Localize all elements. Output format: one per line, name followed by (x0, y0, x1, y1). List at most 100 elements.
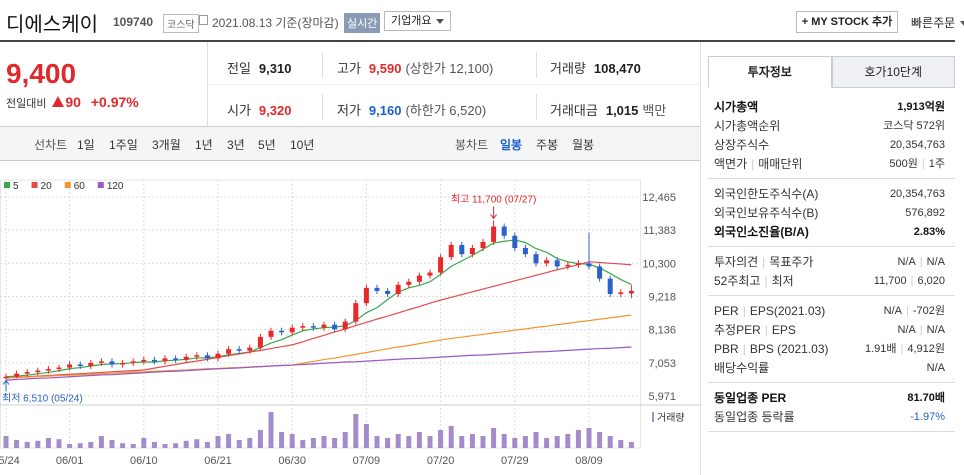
caret (960, 21, 964, 27)
volume-bar (597, 432, 603, 448)
x-tick-label: 06/30 (278, 455, 306, 467)
invest-label-text: 동일업종 PER (714, 391, 787, 405)
x-tick-label: 06/10 (130, 455, 158, 467)
summary-extra: (하한가 6,520) (405, 103, 487, 118)
volume-bar (162, 444, 168, 448)
x-tick-label: 06/01 (56, 455, 84, 467)
invest-tab[interactable]: 투자정보 (708, 56, 832, 88)
invest-value-text: 1.91배 (864, 343, 897, 355)
divider (700, 42, 701, 475)
invest-label-text: 투자의견 (714, 255, 759, 269)
volume-bar (385, 438, 391, 448)
divider (536, 94, 537, 120)
invest-tab[interactable]: 호가10단계 (831, 56, 955, 88)
invest-value: 20,354,763 (890, 136, 945, 155)
candle-body (151, 359, 157, 362)
volume-bar (88, 442, 94, 448)
summary-cell: 거래대금 1,015 백만 (550, 100, 666, 119)
separator: | (751, 157, 755, 171)
candle-body (247, 347, 253, 351)
candle-period-tab[interactable]: 주봉 (536, 138, 559, 152)
separator: | (764, 323, 768, 337)
divider (322, 52, 323, 78)
volume-bar (56, 439, 62, 448)
candle-body (353, 303, 359, 322)
period-tab[interactable]: 3개월 (152, 138, 181, 152)
candle-period-tab[interactable]: 일봉 (500, 138, 523, 152)
invest-value: 1.91배 | 4,912원 (865, 340, 945, 359)
quick-order[interactable]: 빠른주문 (911, 14, 964, 31)
invest-row: 동일업종 등락률 -1.97% (708, 408, 955, 427)
invest-value: 81.70배 (907, 389, 945, 408)
moving-average-line (5, 261, 632, 379)
y-tick-label: 7,053 (648, 358, 676, 370)
period-tab[interactable]: 5년 (258, 138, 276, 152)
candle-body (268, 330, 274, 337)
candle-body (416, 275, 422, 282)
invest-row: 액면가 | 매매단위 500원 | 1주 (708, 155, 955, 174)
invest-value-text: 11,700 (873, 275, 907, 287)
invest-value-text: N/A (926, 324, 945, 336)
invest-label-text: 상장주식수 (714, 138, 770, 152)
invest-value: N/A | -702원 (884, 302, 945, 321)
separator: | (921, 158, 925, 170)
invest-value-text: 20,354,763 (889, 188, 945, 200)
candle-body (236, 349, 242, 351)
candle-body (120, 362, 126, 365)
low-annotation: 최저 6,510 (05/24) (2, 392, 83, 404)
header-rule (0, 40, 955, 42)
moving-average-line (5, 346, 632, 381)
candle-body (279, 330, 285, 333)
invest-label: PBR | BPS (2021.03) (714, 340, 829, 359)
stock-code: 109740 (113, 15, 154, 29)
summary-value: 9,310 (258, 61, 292, 76)
high-arrow (490, 206, 497, 220)
period-tab[interactable]: 1년 (195, 138, 213, 152)
realtime-badge[interactable]: 실시간 (344, 13, 381, 33)
candle-body (586, 263, 592, 267)
candle-period-tab[interactable]: 월봉 (572, 138, 595, 152)
summary-label: 고가 (337, 61, 361, 76)
volume-bar (533, 432, 539, 448)
volume-bar (448, 426, 454, 448)
volume-bar (98, 436, 104, 448)
x-tick-label: 08/09 (575, 455, 603, 467)
volume-bar (332, 438, 338, 448)
volume-bar (491, 428, 497, 448)
period-tab[interactable]: 3년 (227, 138, 245, 152)
invest-label-text: 목표주가 (769, 255, 814, 269)
my-stock-button[interactable]: + MY STOCK 추가 (796, 11, 898, 33)
volume-bar (618, 440, 624, 448)
invest-value-text: 1,913억원 (897, 101, 945, 113)
market-badge: 코스닥 (163, 14, 199, 33)
period-tab[interactable]: 10년 (290, 138, 315, 152)
volume-bar (501, 434, 507, 448)
volume-bar (427, 436, 433, 448)
quick-order-label: 빠른주문 (911, 16, 956, 30)
legend-label: 120 (107, 181, 124, 192)
candle-body (162, 358, 168, 362)
invest-row: 외국인한도주식수(A) 20,354,763 (708, 185, 955, 204)
separator: | (910, 275, 914, 287)
volume-bar (194, 439, 200, 448)
candle-body (342, 321, 348, 330)
separator: | (919, 324, 923, 336)
candle-body (512, 235, 518, 249)
invest-value: 576,892 (905, 204, 945, 223)
invest-value-text: N/A (883, 305, 902, 317)
period-tab[interactable]: 1주일 (109, 138, 138, 152)
candle-body (363, 287, 369, 304)
period-tab[interactable]: 1일 (77, 138, 95, 152)
volume-bar (586, 428, 592, 448)
company-button[interactable]: 기업개요 (384, 11, 452, 31)
summary-cell: 전일 9,310 (227, 58, 291, 77)
candle-body (173, 358, 179, 360)
divider (207, 84, 700, 85)
invest-row: PER | EPS(2021.03) N/A | -702원 (708, 302, 955, 321)
invest-row: 외국인소진율(B/A) 2.83% (708, 223, 955, 242)
candle-body (289, 327, 295, 333)
candle-body (544, 260, 550, 264)
invest-value-text: 코스닥 572위 (883, 120, 945, 132)
invest-label-text: BPS (2021.03) (749, 342, 829, 356)
invest-value-text: 6,020 (917, 275, 945, 287)
